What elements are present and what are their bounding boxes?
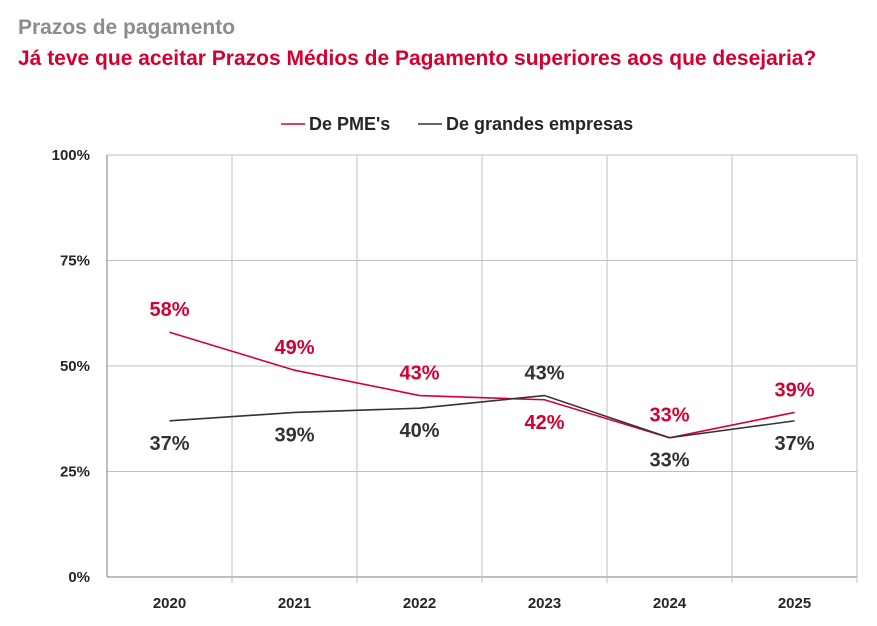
data-label-grandes: 40% <box>399 420 439 442</box>
x-tick-label: 2023 <box>528 595 561 612</box>
x-axis-ticks: 2020 2021 2022 2023 2024 2025 <box>153 595 811 612</box>
grid-lines <box>106 154 858 583</box>
data-label-pme: 33% <box>649 405 689 427</box>
data-label-grandes: 43% <box>524 363 564 385</box>
series-lines <box>169 331 795 439</box>
data-label-grandes: 37% <box>774 433 814 455</box>
y-tick-label: 50% <box>60 358 90 375</box>
series-line-pme <box>169 331 795 439</box>
data-label-pme: 58% <box>149 299 189 321</box>
x-tick-label: 2024 <box>653 595 687 612</box>
x-tick-label: 2025 <box>778 595 811 612</box>
data-label-pme: 39% <box>774 379 814 401</box>
data-labels: 58% 49% 43% 42% 33% 39% 37% 39% 40% 43% 33% 37% <box>149 299 814 472</box>
x-tick-label: 2021 <box>278 595 311 612</box>
series-line-grandes <box>169 394 795 439</box>
y-tick-label: 25% <box>60 464 90 481</box>
x-tick-label: 2020 <box>153 595 186 612</box>
data-label-grandes: 37% <box>149 433 189 455</box>
data-label-grandes: 33% <box>649 450 689 472</box>
legend-label: De PME's <box>309 114 390 134</box>
legend: De PME's De grandes empresas <box>281 114 633 134</box>
y-tick-label: 0% <box>68 569 90 586</box>
data-label-pme: 42% <box>524 412 564 434</box>
legend-label: De grandes empresas <box>446 114 633 134</box>
y-axis-ticks: 0% 25% 50% 75% 100% <box>52 147 90 586</box>
data-label-grandes: 39% <box>274 424 314 446</box>
x-tick-label: 2022 <box>403 595 436 612</box>
data-label-pme: 43% <box>399 363 439 385</box>
y-tick-label: 100% <box>52 147 90 164</box>
data-label-pme: 49% <box>274 337 314 359</box>
chart-kicker: Prazos de pagamento <box>18 16 236 39</box>
y-tick-label: 75% <box>60 253 90 270</box>
chart-title: Já teve que aceitar Prazos Médios de Pag… <box>18 47 817 70</box>
